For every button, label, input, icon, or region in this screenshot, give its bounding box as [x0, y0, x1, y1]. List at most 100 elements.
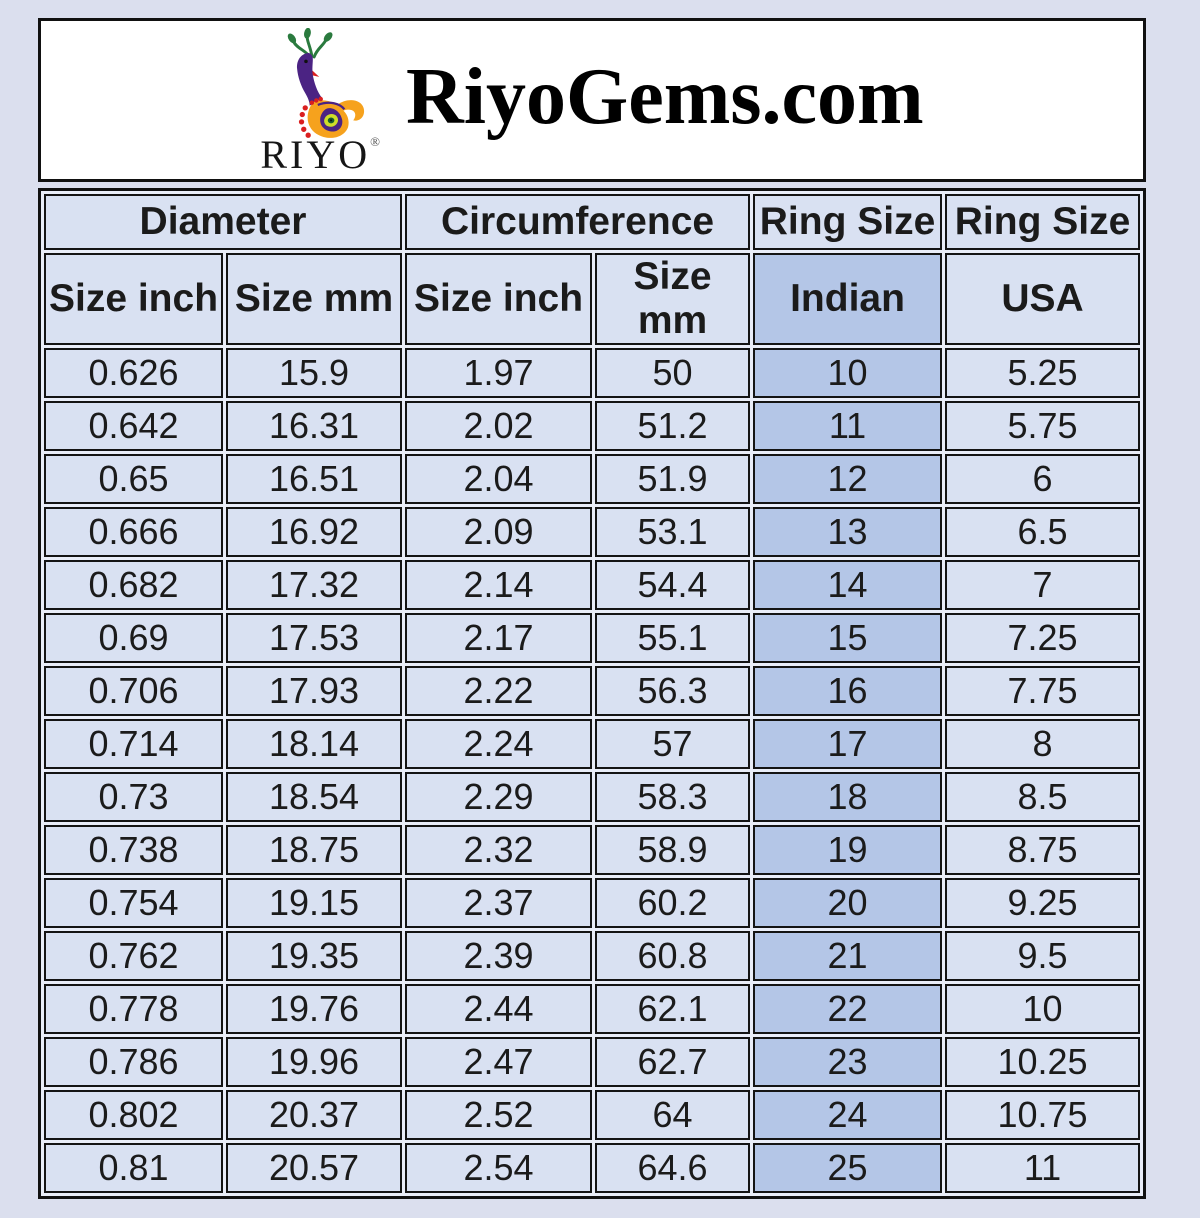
cell-circumference-size-mm: 55.1	[595, 613, 751, 663]
cell-circumference-size-inch: 2.22	[405, 666, 593, 716]
cell-diameter-size-mm: 18.14	[226, 719, 403, 769]
cell-ring-size-usa: 6.5	[945, 507, 1141, 557]
table-row: 0.802 20.37 2.52 64 24 10.75	[44, 1090, 1141, 1140]
cell-diameter-size-inch: 0.802	[44, 1090, 223, 1140]
cell-ring-size-indian: 24	[753, 1090, 943, 1140]
cell-circumference-size-inch: 2.37	[405, 878, 593, 928]
cell-ring-size-indian: 15	[753, 613, 943, 663]
table-row: 0.69 17.53 2.17 55.1 15 7.25	[44, 613, 1141, 663]
table-row: 0.81 20.57 2.54 64.6 25 11	[44, 1143, 1141, 1193]
logo-brand-name: RIYO	[260, 131, 371, 177]
cell-diameter-size-mm: 16.51	[226, 454, 403, 504]
cell-circumference-size-mm: 53.1	[595, 507, 751, 557]
cell-circumference-size-mm: 57	[595, 719, 751, 769]
table-row: 0.738 18.75 2.32 58.9 19 8.75	[44, 825, 1141, 875]
cell-circumference-size-inch: 1.97	[405, 348, 593, 398]
cell-circumference-size-mm: 60.2	[595, 878, 751, 928]
cell-circumference-size-mm: 50	[595, 348, 751, 398]
site-title: RiyoGems.com	[406, 52, 924, 141]
cell-ring-size-indian: 25	[753, 1143, 943, 1193]
cell-circumference-size-mm: 56.3	[595, 666, 751, 716]
cell-diameter-size-inch: 0.714	[44, 719, 223, 769]
cell-ring-size-usa: 8.5	[945, 772, 1141, 822]
cell-ring-size-indian: 19	[753, 825, 943, 875]
cell-circumference-size-mm: 58.3	[595, 772, 751, 822]
cell-circumference-size-inch: 2.29	[405, 772, 593, 822]
table-row: 0.666 16.92 2.09 53.1 13 6.5	[44, 507, 1141, 557]
cell-circumference-size-inch: 2.47	[405, 1037, 593, 1087]
cell-diameter-size-mm: 15.9	[226, 348, 403, 398]
cell-circumference-size-inch: 2.39	[405, 931, 593, 981]
cell-diameter-size-mm: 19.35	[226, 931, 403, 981]
column-group-circumference: Circumference	[405, 194, 751, 250]
cell-ring-size-indian: 21	[753, 931, 943, 981]
column-group-ring-size-indian: Ring Size	[753, 194, 943, 250]
registered-mark: ®	[370, 133, 380, 149]
cell-ring-size-usa: 6	[945, 454, 1141, 504]
cell-diameter-size-inch: 0.69	[44, 613, 223, 663]
cell-circumference-size-inch: 2.24	[405, 719, 593, 769]
table-row: 0.762 19.35 2.39 60.8 21 9.5	[44, 931, 1141, 981]
table-row: 0.626 15.9 1.97 50 10 5.25	[44, 348, 1141, 398]
cell-diameter-size-inch: 0.626	[44, 348, 223, 398]
subheader-circumference-size-mm: Size mm	[595, 253, 751, 345]
cell-circumference-size-inch: 2.44	[405, 984, 593, 1034]
cell-ring-size-usa: 5.75	[945, 401, 1141, 451]
cell-diameter-size-inch: 0.682	[44, 560, 223, 610]
cell-circumference-size-mm: 64	[595, 1090, 751, 1140]
cell-diameter-size-mm: 16.92	[226, 507, 403, 557]
subheader-diameter-size-mm: Size mm	[226, 253, 403, 345]
cell-circumference-size-inch: 2.54	[405, 1143, 593, 1193]
cell-ring-size-usa: 7.25	[945, 613, 1141, 663]
logo-brand-text: RIYO®	[260, 131, 380, 177]
cell-circumference-size-mm: 51.9	[595, 454, 751, 504]
cell-ring-size-usa: 10	[945, 984, 1141, 1034]
table-row: 0.706 17.93 2.22 56.3 16 7.75	[44, 666, 1141, 716]
table-header: Diameter Circumference Ring Size Ring Si…	[44, 194, 1141, 345]
brand-header: RIYO® RiyoGems.com	[38, 18, 1146, 182]
table-row: 0.65 16.51 2.04 51.9 12 6	[44, 454, 1141, 504]
cell-diameter-size-mm: 18.75	[226, 825, 403, 875]
cell-diameter-size-inch: 0.754	[44, 878, 223, 928]
cell-ring-size-usa: 11	[945, 1143, 1141, 1193]
subheader-ring-size-usa: USA	[945, 253, 1141, 345]
cell-diameter-size-inch: 0.642	[44, 401, 223, 451]
cell-ring-size-indian: 16	[753, 666, 943, 716]
column-group-row: Diameter Circumference Ring Size Ring Si…	[44, 194, 1141, 250]
cell-diameter-size-mm: 19.15	[226, 878, 403, 928]
peacock-logo-icon	[287, 27, 365, 138]
cell-ring-size-usa: 10.75	[945, 1090, 1141, 1140]
cell-diameter-size-inch: 0.73	[44, 772, 223, 822]
table-row: 0.754 19.15 2.37 60.2 20 9.25	[44, 878, 1141, 928]
cell-circumference-size-inch: 2.32	[405, 825, 593, 875]
table-row: 0.778 19.76 2.44 62.1 22 10	[44, 984, 1141, 1034]
cell-circumference-size-mm: 58.9	[595, 825, 751, 875]
table-row: 0.73 18.54 2.29 58.3 18 8.5	[44, 772, 1141, 822]
column-group-diameter: Diameter	[44, 194, 403, 250]
cell-diameter-size-inch: 0.666	[44, 507, 223, 557]
cell-ring-size-indian: 14	[753, 560, 943, 610]
cell-diameter-size-inch: 0.738	[44, 825, 223, 875]
cell-ring-size-usa: 9.5	[945, 931, 1141, 981]
cell-circumference-size-mm: 62.7	[595, 1037, 751, 1087]
cell-diameter-size-mm: 19.96	[226, 1037, 403, 1087]
cell-diameter-size-mm: 17.53	[226, 613, 403, 663]
cell-diameter-size-mm: 20.57	[226, 1143, 403, 1193]
cell-ring-size-usa: 10.25	[945, 1037, 1141, 1087]
subheader-circumference-size-inch: Size inch	[405, 253, 593, 345]
table-row: 0.786 19.96 2.47 62.7 23 10.25	[44, 1037, 1141, 1087]
cell-ring-size-usa: 7.75	[945, 666, 1141, 716]
cell-ring-size-usa: 7	[945, 560, 1141, 610]
cell-ring-size-usa: 5.25	[945, 348, 1141, 398]
cell-diameter-size-mm: 18.54	[226, 772, 403, 822]
cell-ring-size-indian: 22	[753, 984, 943, 1034]
cell-diameter-size-mm: 16.31	[226, 401, 403, 451]
cell-circumference-size-mm: 62.1	[595, 984, 751, 1034]
cell-circumference-size-mm: 64.6	[595, 1143, 751, 1193]
cell-diameter-size-inch: 0.706	[44, 666, 223, 716]
table-row: 0.642 16.31 2.02 51.2 11 5.75	[44, 401, 1141, 451]
cell-ring-size-usa: 8	[945, 719, 1141, 769]
cell-ring-size-usa: 8.75	[945, 825, 1141, 875]
cell-ring-size-indian: 17	[753, 719, 943, 769]
cell-ring-size-indian: 23	[753, 1037, 943, 1087]
